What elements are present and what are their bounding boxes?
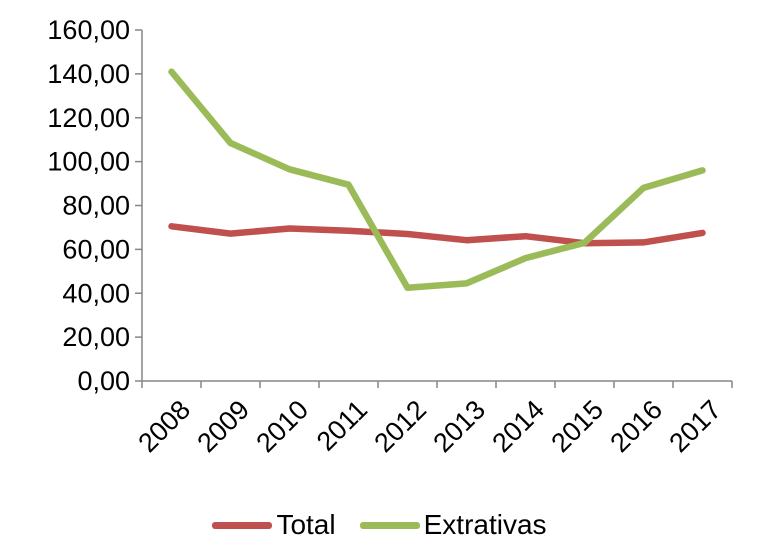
x-tick-label: 2016	[604, 394, 668, 458]
y-tick-label: 140,00	[47, 59, 130, 89]
y-tick-label: 40,00	[62, 278, 130, 308]
x-tick-label: 2015	[545, 394, 609, 458]
y-tick-label: 80,00	[62, 191, 130, 221]
x-tick-label: 2012	[368, 394, 432, 458]
x-tick-label: 2011	[311, 394, 373, 456]
legend: Total Extrativas	[0, 505, 759, 545]
y-tick-label: 20,00	[62, 322, 130, 352]
y-tick-label: 120,00	[47, 103, 130, 133]
y-tick-label: 0,00	[77, 366, 130, 396]
y-axis: 0,00 20,00 40,00 60,00 80,00 100,00 120,00 140,…	[47, 15, 143, 396]
series-layer	[168, 68, 706, 292]
y-tick-label: 160,00	[47, 15, 130, 45]
legend-label-extrativas: Extrativas	[423, 509, 547, 540]
y-tick-label: 60,00	[62, 234, 130, 264]
legend-label-total: Total	[276, 509, 336, 540]
x-tick-label: 2014	[486, 394, 550, 458]
x-tick-label: 2017	[663, 394, 727, 458]
legend-swatch-extrativas	[359, 521, 420, 529]
series-line-extrativas	[168, 68, 706, 292]
line-chart: 0,00 20,00 40,00 60,00 80,00 100,00 120,00 140,…	[47, 15, 733, 458]
x-tick-label: 2010	[250, 394, 314, 458]
x-tick-label: 2009	[191, 394, 255, 458]
legend-item-extrativas: Extrativas	[359, 509, 547, 541]
series-line-total	[168, 223, 706, 247]
x-tick-label: 2013	[427, 394, 491, 458]
legend-item-total: Total	[212, 509, 336, 541]
legend-swatch-total	[212, 521, 273, 529]
x-tick-label: 2008	[132, 394, 196, 458]
y-tick-label: 100,00	[47, 147, 130, 177]
